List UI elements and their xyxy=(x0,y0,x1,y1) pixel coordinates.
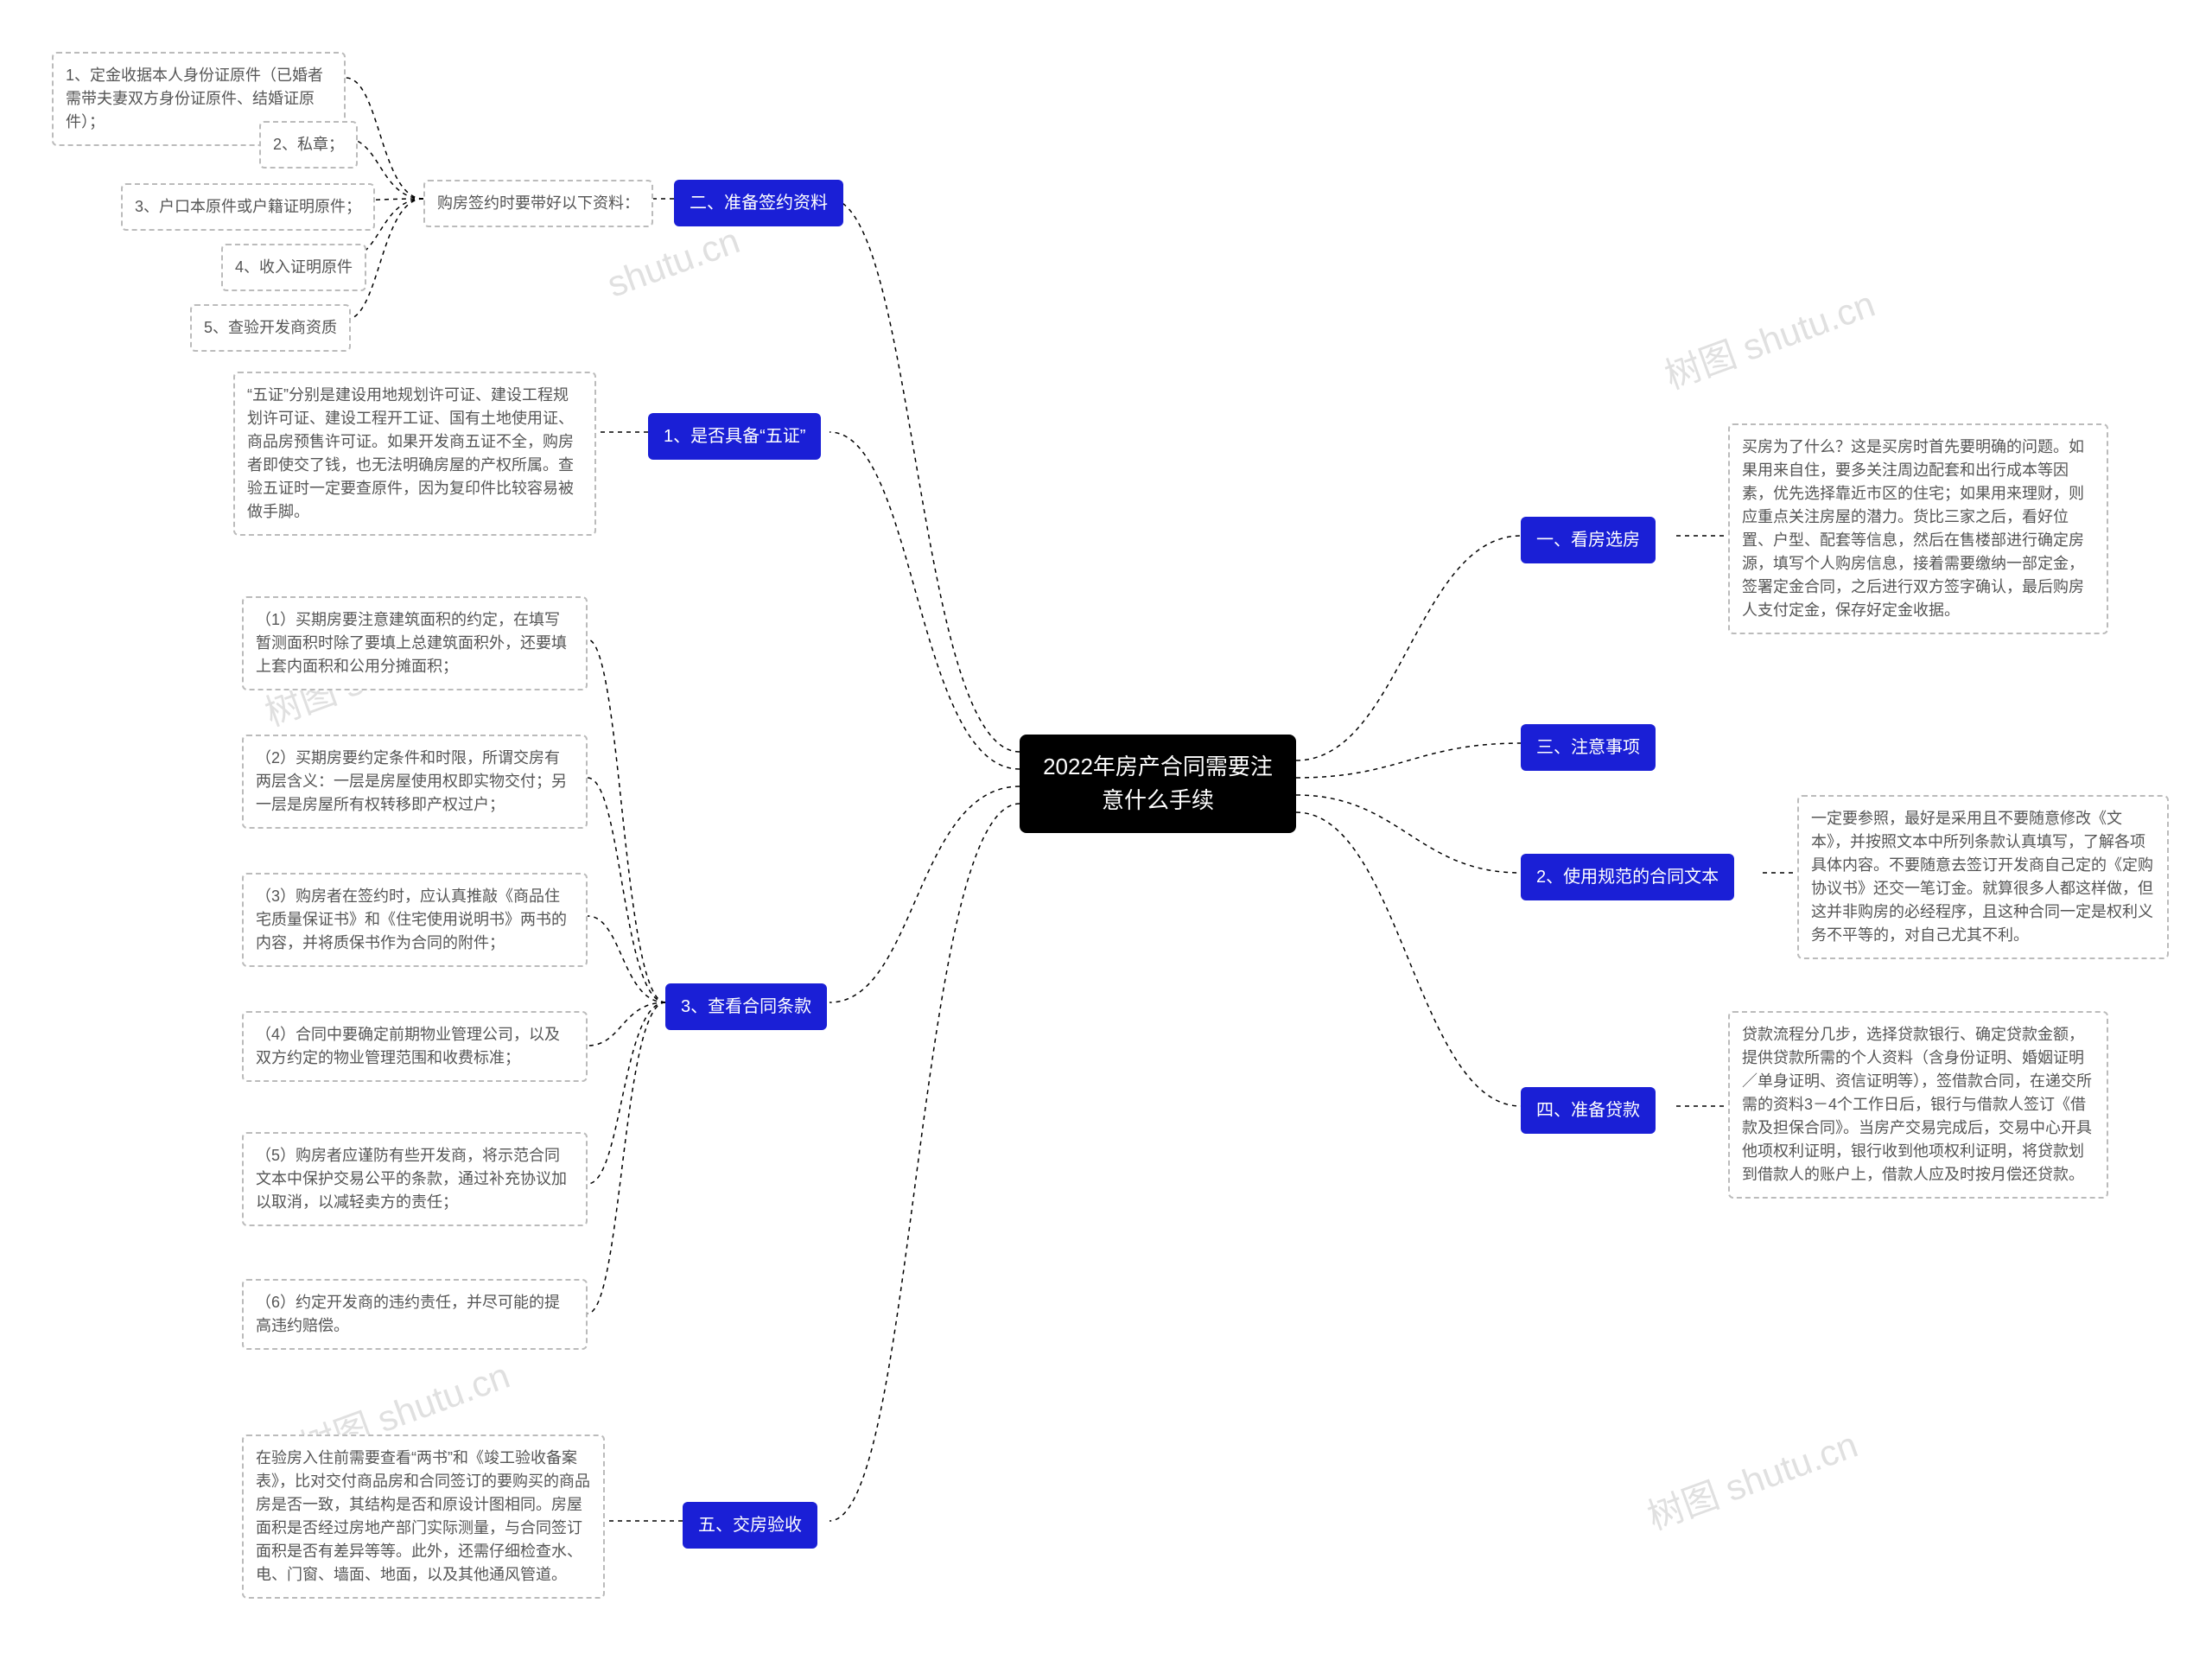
leaf-doc-4: 4、收入证明原件 xyxy=(221,244,366,291)
main-node-loan[interactable]: 四、准备贷款 xyxy=(1521,1087,1656,1134)
watermark: shutu.cn xyxy=(602,219,746,305)
leaf-doc-2: 2、私章； xyxy=(259,121,358,169)
leaf-term-1: （1）买期房要注意建筑面积的约定，在填写暂测面积时除了要填上总建筑面积外，还要填… xyxy=(242,596,588,690)
leaf-doc-5: 5、查验开发商资质 xyxy=(190,304,351,352)
leaf-term-3: （3）购房者在签约时，应认真推敲《商品住宅质量保证书》和《住宅使用说明书》两书的… xyxy=(242,873,588,967)
leaf-term-2: （2）买期房要约定条件和时限，所谓交房有两层含义：一层是房屋使用权即实物交付；另… xyxy=(242,735,588,829)
main-node-view-house[interactable]: 一、看房选房 xyxy=(1521,517,1656,563)
leaf-view-house-desc: 买房为了什么？这是买房时首先要明确的问题。如果用来自住，要多关注周边配套和出行成… xyxy=(1728,423,2108,634)
leaf-inspection-desc: 在验房入住前需要查看“两书”和《竣工验收备案表》，比对交付商品房和合同签订的要购… xyxy=(242,1434,605,1599)
main-node-prep-docs[interactable]: 二、准备签约资料 xyxy=(674,180,843,226)
main-node-contract-text[interactable]: 2、使用规范的合同文本 xyxy=(1521,854,1734,900)
main-node-check-terms[interactable]: 3、查看合同条款 xyxy=(665,983,827,1030)
main-node-notes[interactable]: 三、注意事项 xyxy=(1521,724,1656,771)
leaf-term-6: （6）约定开发商的违约责任，并尽可能的提高违约赔偿。 xyxy=(242,1279,588,1350)
watermark: 树图 shutu.cn xyxy=(1639,1415,1864,1540)
main-node-five-cert[interactable]: 1、是否具备“五证” xyxy=(648,413,821,460)
leaf-term-4: （4）合同中要确定前期物业管理公司，以及双方约定的物业管理范围和收费标准； xyxy=(242,1011,588,1082)
leaf-loan-desc: 贷款流程分几步，选择贷款银行、确定贷款金额，提供贷款所需的个人资料（含身份证明、… xyxy=(1728,1011,2108,1199)
watermark: 树图 shutu.cn xyxy=(1656,275,1881,399)
main-node-inspection[interactable]: 五、交房验收 xyxy=(683,1502,817,1549)
leaf-contract-text-desc: 一定要参照，最好是采用且不要随意修改《文本》，并按照文本中所列条款认真填写，了解… xyxy=(1797,795,2169,959)
leaf-five-cert-desc: “五证”分别是建设用地规划许可证、建设工程规划许可证、建设工程开工证、国有土地使… xyxy=(233,372,596,536)
mid-node-bring-docs: 购房签约时要带好以下资料： xyxy=(423,180,653,227)
leaf-doc-3: 3、户口本原件或户籍证明原件； xyxy=(121,183,375,231)
leaf-term-5: （5）购房者应谨防有些开发商，将示范合同文本中保护交易公平的条款，通过补充协议加… xyxy=(242,1132,588,1226)
center-root: 2022年房产合同需要注意什么手续 xyxy=(1020,735,1296,833)
